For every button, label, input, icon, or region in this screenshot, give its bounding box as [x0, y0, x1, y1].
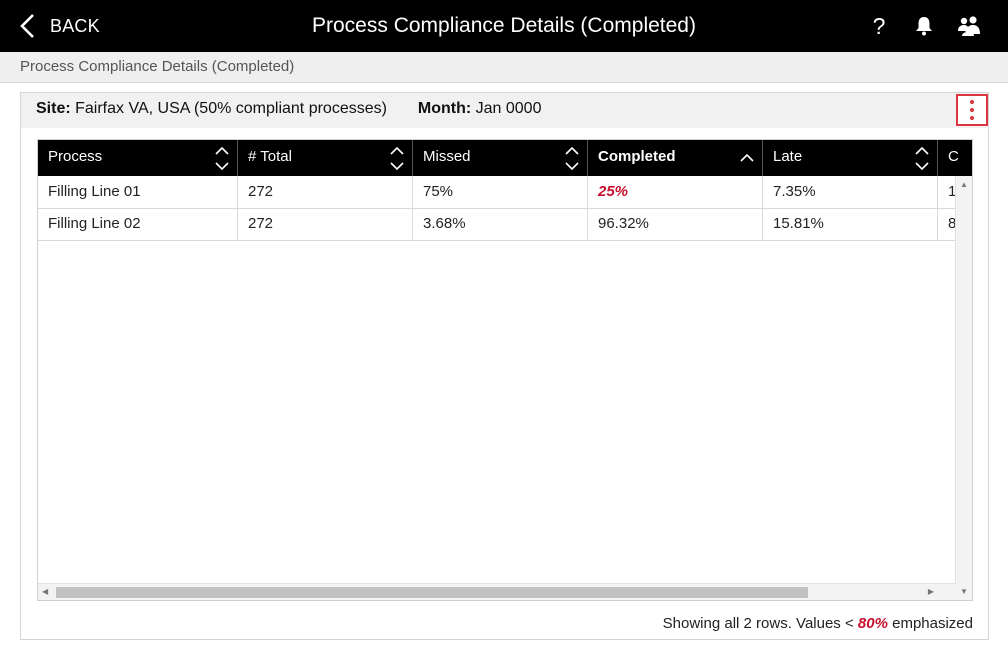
back-label: BACK [50, 15, 100, 36]
data-grid: Process # Total Missed Completed Late C Filli… [37, 139, 973, 601]
cell-process: Filling Line 02 [38, 208, 238, 240]
column-header-completed[interactable]: Completed [588, 140, 763, 176]
site-label: Site: [36, 100, 71, 117]
sort-ascending-icon[interactable] [740, 143, 754, 173]
table-row[interactable]: Filling Line 01 272 75% 25% 7.35% 1 [38, 176, 956, 209]
column-header-label: C [948, 148, 959, 165]
breadcrumb[interactable]: Process Compliance Details (Completed) [20, 58, 295, 75]
cell-missed: 75% [413, 176, 588, 208]
month-label: Month: [417, 100, 472, 117]
site-value: Fairfax VA, USA (50% compliant processes… [75, 100, 387, 117]
cell-late: 15.81% [763, 208, 938, 240]
table-header: Process # Total Missed Completed Late C [38, 140, 972, 176]
cell-value: 15.81% [773, 215, 824, 232]
sort-icon[interactable] [565, 143, 579, 173]
cell-completed: 25% [588, 176, 763, 208]
horizontal-scroll-thumb[interactable] [56, 587, 808, 598]
table-row[interactable]: Filling Line 02 272 3.68% 96.32% 15.81% 8 [38, 208, 956, 241]
column-header-label: Missed [423, 148, 471, 165]
column-header-process[interactable]: Process [38, 140, 238, 176]
cell-value: 1 [948, 183, 957, 200]
column-header-total[interactable]: # Total [238, 140, 413, 176]
cell-value: Filling Line 01 [48, 183, 141, 200]
footer-suffix: emphasized [892, 615, 973, 632]
sort-icon[interactable] [215, 143, 229, 173]
cell-value: 25% [598, 183, 629, 200]
cell-late: 7.35% [763, 176, 938, 208]
scroll-left-icon[interactable]: ◀ [42, 587, 49, 596]
cell-total: 272 [238, 176, 413, 208]
footer-threshold: 80% [857, 615, 888, 632]
scroll-right-icon[interactable]: ▶ [927, 587, 934, 596]
horizontal-scrollbar[interactable]: ◀ ▶ [38, 583, 956, 600]
panel-header: Site: Fairfax VA, USA (50% compliant pro… [21, 93, 988, 128]
cell-total: 272 [238, 208, 413, 240]
cell-value: Filling Line 02 [48, 215, 141, 232]
cell-value: 96.32% [598, 215, 649, 232]
column-header-late[interactable]: Late [763, 140, 938, 176]
sort-icon[interactable] [390, 143, 404, 173]
cell-value: 272 [248, 183, 274, 200]
scroll-down-icon[interactable]: ▼ [960, 587, 968, 596]
help-icon[interactable]: ? [872, 13, 886, 39]
top-bar: BACK Process Compliance Details (Complet… [0, 0, 1008, 52]
sort-icon[interactable] [915, 143, 929, 173]
column-header-label: Completed [598, 148, 676, 165]
month-value: Jan 0000 [475, 100, 542, 117]
cell-extra: 8 [938, 208, 972, 240]
breadcrumb-bar: Process Compliance Details (Completed) [0, 52, 1008, 83]
column-header-label: Process [48, 148, 103, 165]
cell-value: 8 [948, 215, 957, 232]
cell-missed: 3.68% [413, 208, 588, 240]
table-footer: Showing all 2 rows. Values < 80% emphasi… [663, 615, 973, 632]
cell-extra: 1 [938, 176, 972, 208]
bell-icon[interactable] [911, 13, 937, 39]
back-button[interactable]: BACK [18, 0, 100, 52]
more-options-button[interactable] [956, 94, 988, 126]
column-header-label: # Total [248, 148, 292, 165]
column-header-extra[interactable]: C [938, 140, 972, 176]
compliance-panel: Site: Fairfax VA, USA (50% compliant pro… [20, 92, 989, 640]
vertical-scrollbar[interactable]: ▲ ▼ [955, 176, 972, 600]
cell-value: 7.35% [773, 183, 816, 200]
cell-process: Filling Line 01 [38, 176, 238, 208]
footer-prefix: Showing all 2 rows. Values < [662, 615, 854, 632]
scroll-up-icon[interactable]: ▲ [960, 180, 968, 189]
chevron-left-icon [20, 14, 34, 38]
cell-value: 3.68% [423, 215, 466, 232]
users-icon[interactable] [956, 13, 982, 39]
cell-completed: 96.32% [588, 208, 763, 240]
cell-value: 75% [423, 183, 454, 200]
cell-value: 272 [248, 215, 274, 232]
column-header-label: Late [773, 148, 803, 165]
column-header-missed[interactable]: Missed [413, 140, 588, 176]
summary-line: Site: Fairfax VA, USA (50% compliant pro… [36, 100, 541, 118]
